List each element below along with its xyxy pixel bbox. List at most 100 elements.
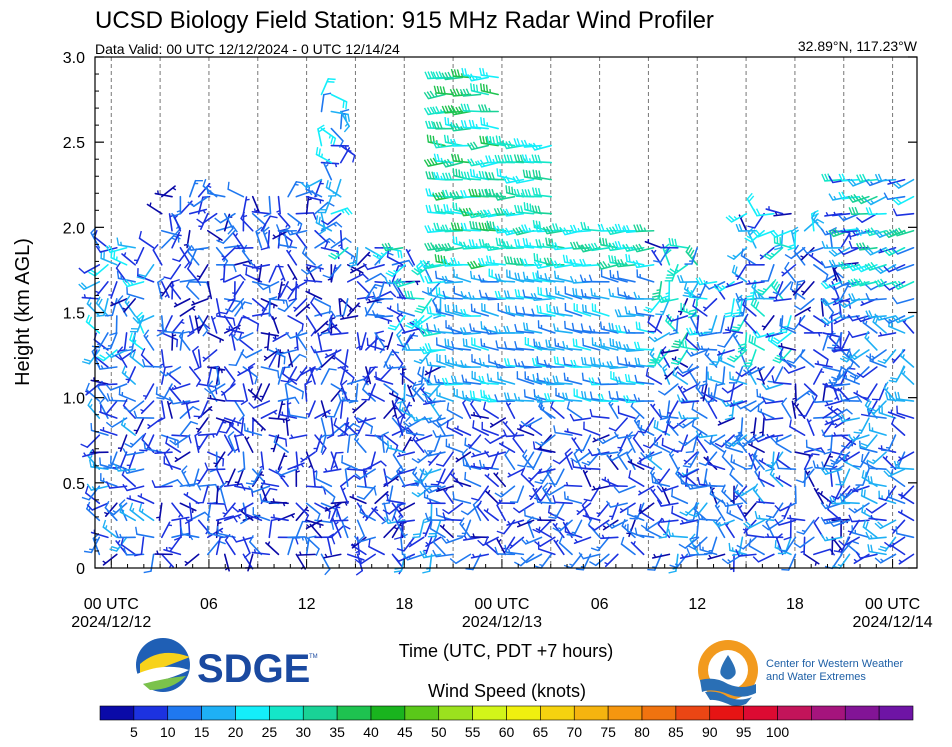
wind-barb xyxy=(275,347,298,355)
wind-barb xyxy=(171,332,177,351)
wind-barb xyxy=(320,92,332,113)
wind-barb xyxy=(160,332,179,348)
wind-barb xyxy=(441,275,464,284)
wind-barb xyxy=(520,536,543,545)
wind-barb xyxy=(607,478,628,488)
wind-barb xyxy=(287,407,308,419)
wind-barb xyxy=(435,304,454,317)
x-tick-label: 12 xyxy=(688,596,706,613)
wind-barb xyxy=(424,366,442,376)
wind-barb xyxy=(514,204,535,215)
wind-barb xyxy=(277,400,286,419)
wind-barb xyxy=(671,505,689,522)
wind-barb xyxy=(432,429,454,438)
wind-barb xyxy=(273,434,289,453)
wind-barb xyxy=(398,502,416,513)
wind-barb xyxy=(469,390,490,402)
wind-barb xyxy=(381,242,404,252)
wind-barb xyxy=(497,371,516,385)
wind-barb xyxy=(264,332,271,351)
wind-barb xyxy=(834,332,851,350)
wind-barb xyxy=(614,258,636,268)
wind-barb xyxy=(275,468,298,477)
wind-barb xyxy=(324,349,342,359)
wind-barb xyxy=(242,264,261,272)
colorbar-tick-label: 45 xyxy=(397,724,413,740)
wind-barb xyxy=(443,203,464,215)
wind-barb xyxy=(129,332,145,351)
wind-barb xyxy=(668,553,679,574)
wind-barb xyxy=(729,400,748,408)
wind-barb xyxy=(847,330,870,339)
wind-barb xyxy=(116,237,136,249)
wind-barb xyxy=(433,153,454,164)
wind-barb xyxy=(822,420,836,436)
wind-barb xyxy=(626,448,636,471)
wind-barb xyxy=(494,273,516,283)
wind-barb xyxy=(179,482,202,491)
wind-barb xyxy=(414,298,433,314)
wind-barb xyxy=(899,348,915,368)
wind-barb xyxy=(721,383,744,394)
wind-barb xyxy=(678,434,700,447)
wind-barb xyxy=(799,349,815,368)
wind-barb xyxy=(726,434,748,447)
wind-barb xyxy=(608,288,628,300)
wind-barb xyxy=(160,479,183,488)
wind-barb xyxy=(673,434,689,452)
wind-barb xyxy=(590,536,610,552)
wind-barb xyxy=(699,366,708,387)
wind-barb xyxy=(820,466,843,476)
wind-barb xyxy=(838,173,860,182)
wind-barb xyxy=(874,278,897,288)
wind-barb xyxy=(197,315,209,332)
wind-barb xyxy=(461,374,482,385)
wind-barb xyxy=(248,400,271,409)
wind-barb xyxy=(756,388,775,402)
wind-barb xyxy=(569,224,592,233)
wind-barb xyxy=(589,408,610,419)
wind-barb xyxy=(727,349,748,363)
wind-barb xyxy=(188,179,203,198)
x-tick-date-label: 2024/12/14 xyxy=(853,614,933,631)
wind-barb xyxy=(614,376,636,385)
wind-barb xyxy=(726,246,748,260)
wind-barb xyxy=(84,485,101,505)
wind-barb xyxy=(124,434,145,448)
sdge-logo: SDGE TM xyxy=(136,638,318,692)
wind-barb xyxy=(753,208,775,217)
wind-barb xyxy=(462,457,482,471)
wind-barb xyxy=(588,519,610,531)
wind-barb xyxy=(86,483,109,491)
wind-barb xyxy=(783,366,806,374)
colorbar-segment xyxy=(404,705,440,721)
wind-barb xyxy=(582,469,592,488)
wind-barb xyxy=(90,529,109,539)
wind-barb xyxy=(856,242,878,251)
wind-barb xyxy=(699,542,718,556)
wind-barb xyxy=(245,468,263,485)
wind-barb xyxy=(624,306,645,317)
wind-barb xyxy=(813,487,824,505)
wind-barb xyxy=(687,363,699,385)
wind-barb xyxy=(772,281,792,296)
wind-barb xyxy=(851,525,870,539)
wind-barb xyxy=(383,524,398,539)
wind-barb xyxy=(563,491,583,505)
wind-barb xyxy=(742,349,757,367)
wind-barb xyxy=(695,381,708,402)
wind-barb xyxy=(743,400,765,413)
wind-barb xyxy=(206,501,218,522)
wind-barb xyxy=(581,390,601,402)
wind-barb xyxy=(340,486,349,505)
wind-barb xyxy=(660,349,679,354)
wind-barb xyxy=(120,417,136,436)
wind-barb xyxy=(156,383,173,400)
wind-barb xyxy=(193,349,202,371)
wind-barb xyxy=(504,305,525,317)
colorbar-segment xyxy=(675,705,711,721)
wind-barb xyxy=(526,451,543,469)
wind-barb xyxy=(470,303,490,317)
wind-barb xyxy=(326,533,335,556)
wind-barb xyxy=(514,289,535,300)
